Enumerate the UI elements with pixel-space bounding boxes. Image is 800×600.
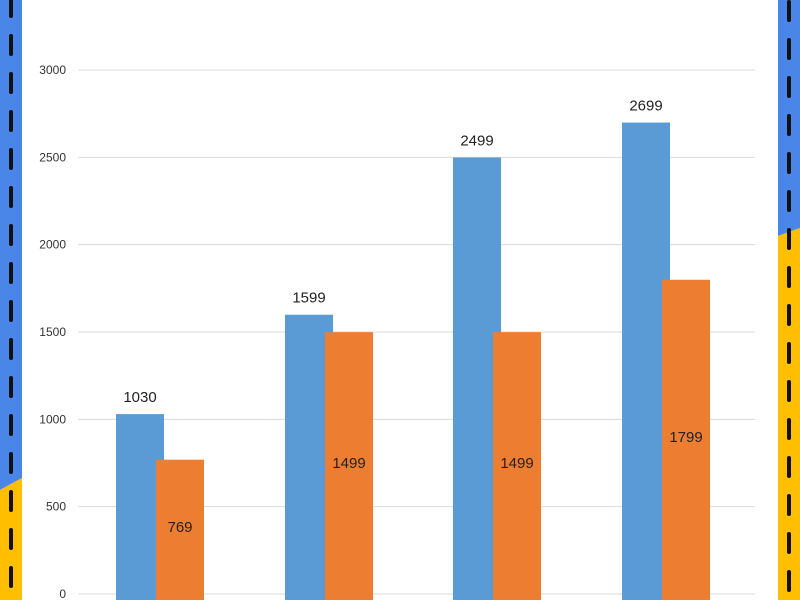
data-label-series-1: 2499 xyxy=(460,133,493,150)
border-dash xyxy=(9,262,13,284)
data-label-series-2: 1499 xyxy=(500,455,533,472)
y-tick-label: 2000 xyxy=(39,238,66,252)
y-tick-label: 500 xyxy=(46,500,66,514)
border-dash xyxy=(9,452,13,474)
bars xyxy=(116,122,710,600)
border-dash xyxy=(787,380,791,402)
data-label-series-1: 2699 xyxy=(629,98,662,115)
border-dash xyxy=(9,72,13,94)
border-dash xyxy=(787,304,791,326)
border-dash xyxy=(787,266,791,288)
y-tick-label: 1000 xyxy=(39,412,66,426)
border-dash xyxy=(787,190,791,212)
data-label-series-1: 1599 xyxy=(292,290,325,307)
data-labels: 1030 769 1599 1499 2499 1499 2699 1799 xyxy=(123,98,702,536)
border-dash xyxy=(787,228,791,250)
bar-series-2 xyxy=(662,279,710,600)
border-dash xyxy=(9,224,13,246)
border-dash xyxy=(787,38,791,60)
border-dash xyxy=(9,528,13,550)
border-dash xyxy=(787,456,791,478)
border-dash xyxy=(9,300,13,322)
bar-series-2 xyxy=(493,332,541,600)
bar-series-2 xyxy=(156,459,204,600)
bar-series-2 xyxy=(325,332,373,600)
border-dash xyxy=(9,376,13,398)
right-border-yellow xyxy=(778,228,800,600)
left-dashed-stripe xyxy=(0,0,22,600)
data-label-series-2: 1799 xyxy=(669,429,702,446)
border-dash xyxy=(787,418,791,440)
border-dash xyxy=(787,114,791,136)
border-dash xyxy=(787,570,791,592)
border-dash xyxy=(9,186,13,208)
y-tick-label: 3000 xyxy=(39,63,66,77)
y-tick-label: 0 xyxy=(59,587,66,600)
border-dash xyxy=(9,490,13,512)
border-dash xyxy=(787,494,791,516)
border-dash xyxy=(787,76,791,98)
border-dash xyxy=(787,532,791,554)
border-dash xyxy=(9,148,13,170)
border-dash xyxy=(9,338,13,360)
border-dash xyxy=(787,152,791,174)
data-label-series-2: 769 xyxy=(167,519,192,536)
border-dash xyxy=(787,0,791,22)
y-axis: 0 500 1000 1500 2000 2500 3000 xyxy=(39,63,66,600)
right-dashed-stripe xyxy=(778,0,800,600)
left-border-panel xyxy=(0,0,22,600)
y-tick-label: 2500 xyxy=(39,150,66,164)
border-dash xyxy=(9,0,13,18)
border-dash xyxy=(9,34,13,56)
right-border-panel xyxy=(778,0,800,600)
data-label-series-1: 1030 xyxy=(123,389,156,406)
border-dash xyxy=(787,342,791,364)
border-dash xyxy=(9,110,13,132)
border-dash xyxy=(9,414,13,436)
border-dash xyxy=(9,566,13,588)
data-label-series-2: 1499 xyxy=(332,455,365,472)
y-tick-label: 1500 xyxy=(39,325,66,339)
